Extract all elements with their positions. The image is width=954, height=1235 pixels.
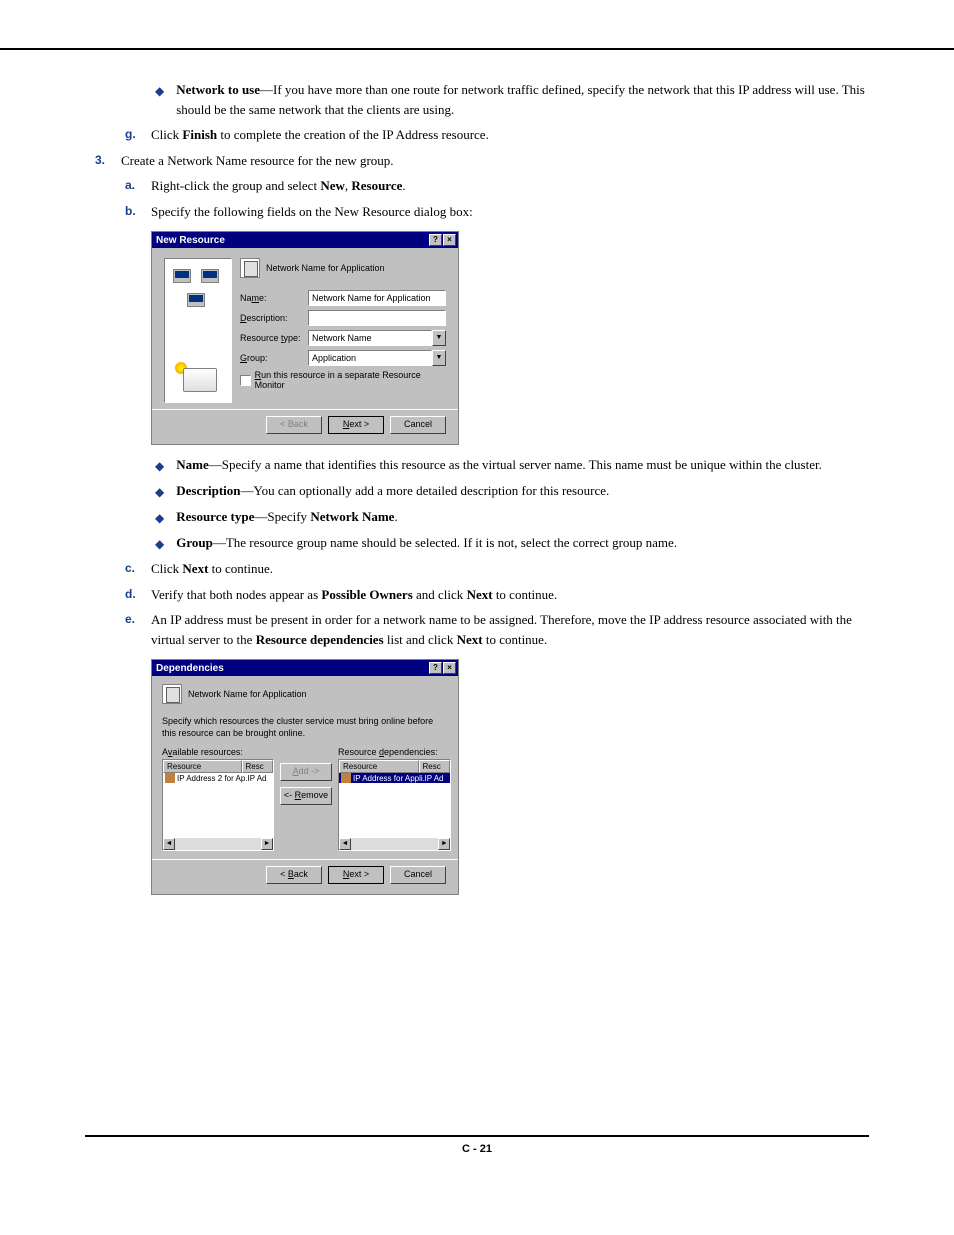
dependencies-dialog: Dependencies ? × Network Name for Applic… bbox=[151, 659, 459, 895]
bullet-text: Resource type—Specify Network Name. bbox=[176, 507, 869, 527]
list-item[interactable]: IP Address for Appli... IP Ad bbox=[339, 773, 450, 783]
step-text: Click Next to continue. bbox=[151, 559, 869, 579]
resource-header: Network Name for Application bbox=[266, 263, 385, 273]
dropdown-button[interactable]: ▼ bbox=[432, 330, 446, 346]
group-select[interactable]: Application bbox=[308, 350, 432, 366]
diamond-bullet: ◆ bbox=[155, 481, 164, 501]
resource-type-select[interactable]: Network Name bbox=[308, 330, 432, 346]
diamond-bullet: ◆ bbox=[155, 455, 164, 475]
bullet-text: Group—The resource group name should be … bbox=[176, 533, 869, 553]
cancel-button[interactable]: Cancel bbox=[390, 866, 446, 884]
new-resource-dialog: New Resource ? × Network Name for Applic bbox=[151, 231, 459, 445]
step-letter-d: d. bbox=[125, 585, 139, 605]
step-letter-c: c. bbox=[125, 559, 139, 579]
step-text: Verify that both nodes appear as Possibl… bbox=[151, 585, 869, 605]
dropdown-button[interactable]: ▼ bbox=[432, 350, 446, 366]
help-button[interactable]: ? bbox=[429, 234, 442, 246]
next-button[interactable]: Next > bbox=[328, 416, 384, 434]
column-header[interactable]: Resource bbox=[163, 760, 242, 773]
remove-button[interactable]: <- Remove bbox=[280, 787, 332, 805]
next-button[interactable]: Next > bbox=[328, 866, 384, 884]
help-button[interactable]: ? bbox=[429, 662, 442, 674]
dependencies-listbox[interactable]: Resource Resc IP Address for Appli... IP… bbox=[338, 759, 451, 851]
resource-icon bbox=[162, 684, 182, 704]
dialog-titlebar[interactable]: Dependencies ? × bbox=[152, 660, 458, 676]
column-header[interactable]: Resource bbox=[339, 760, 419, 773]
horizontal-scrollbar[interactable]: ◄► bbox=[339, 838, 450, 850]
separate-monitor-checkbox[interactable] bbox=[240, 375, 251, 386]
step-letter-e: e. bbox=[125, 610, 139, 649]
description-label: Description: bbox=[240, 313, 308, 323]
resource-header: Network Name for Application bbox=[188, 689, 307, 699]
name-label: Name: bbox=[240, 293, 308, 303]
step-text: Click Finish to complete the creation of… bbox=[151, 125, 869, 145]
dialog-title: Dependencies bbox=[156, 663, 224, 674]
close-button[interactable]: × bbox=[443, 662, 456, 674]
dialog-titlebar[interactable]: New Resource ? × bbox=[152, 232, 458, 248]
diamond-bullet: ◆ bbox=[155, 533, 164, 553]
resource-icon bbox=[341, 773, 351, 783]
resource-icon bbox=[165, 773, 175, 783]
close-button[interactable]: × bbox=[443, 234, 456, 246]
add-button: Add -> bbox=[280, 763, 332, 781]
horizontal-scrollbar[interactable]: ◄► bbox=[163, 838, 273, 850]
resource-type-label: Resource type: bbox=[240, 333, 308, 343]
group-label: Group: bbox=[240, 353, 308, 363]
dependencies-label: Resource dependencies: bbox=[338, 747, 451, 757]
dialog-title: New Resource bbox=[156, 235, 225, 246]
step-letter-a: a. bbox=[125, 176, 139, 196]
diamond-bullet: ◆ bbox=[155, 80, 164, 119]
list-item[interactable]: IP Address 2 for Ap... IP Ad bbox=[163, 773, 273, 783]
wizard-image bbox=[164, 258, 232, 403]
description-input[interactable] bbox=[308, 310, 446, 326]
available-listbox[interactable]: Resource Resc IP Address 2 for Ap... IP … bbox=[162, 759, 274, 851]
step-text: Right-click the group and select New, Re… bbox=[151, 176, 869, 196]
back-button[interactable]: < Back bbox=[266, 866, 322, 884]
column-header[interactable]: Resc bbox=[419, 760, 451, 773]
back-button: < Back bbox=[266, 416, 322, 434]
step-text: An IP address must be present in order f… bbox=[151, 610, 869, 649]
bullet-text: Name—Specify a name that identifies this… bbox=[176, 455, 869, 475]
checkbox-label: Run this resource in a separate Resource… bbox=[255, 370, 446, 390]
step-letter-b: b. bbox=[125, 202, 139, 222]
diamond-bullet: ◆ bbox=[155, 507, 164, 527]
bullet-text: Network to use—If you have more than one… bbox=[176, 80, 869, 119]
cancel-button[interactable]: Cancel bbox=[390, 416, 446, 434]
column-header[interactable]: Resc bbox=[242, 760, 274, 773]
step-text: Specify the following fields on the New … bbox=[151, 202, 869, 222]
step-number-3: 3. bbox=[95, 151, 109, 171]
name-input[interactable]: Network Name for Application bbox=[308, 290, 446, 306]
dependencies-description: Specify which resources the cluster serv… bbox=[162, 716, 448, 739]
resource-icon bbox=[240, 258, 260, 278]
bullet-text: Description—You can optionally add a mor… bbox=[176, 481, 869, 501]
available-label: Available resources: bbox=[162, 747, 274, 757]
step-letter-g: g. bbox=[125, 125, 139, 145]
step-text: Create a Network Name resource for the n… bbox=[121, 151, 869, 171]
page-footer: C - 21 bbox=[85, 1135, 869, 1175]
